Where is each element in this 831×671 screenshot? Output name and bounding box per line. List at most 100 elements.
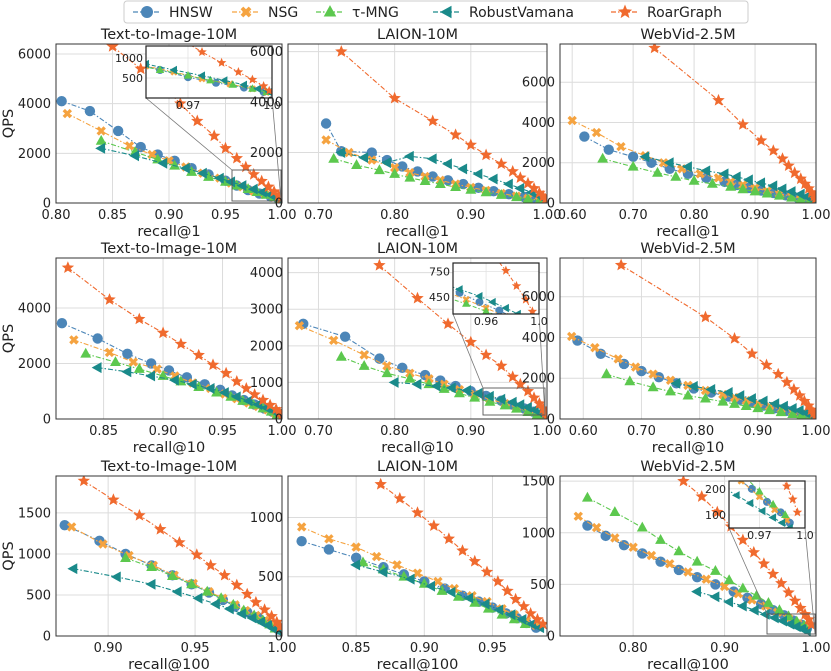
data-point	[748, 604, 759, 616]
data-point	[614, 258, 628, 271]
data-point	[335, 350, 347, 361]
series-roargraph	[61, 261, 282, 419]
data-point	[590, 343, 600, 353]
series-roargraph	[335, 45, 547, 203]
inset-data-point	[258, 208, 265, 215]
y-tick-label: 4000	[250, 96, 283, 111]
inset-data-point	[672, 430, 679, 437]
inset-data-point	[330, 250, 338, 258]
data-point	[358, 152, 369, 164]
data-point	[67, 522, 77, 532]
data-point	[404, 372, 416, 383]
data-point	[511, 402, 522, 413]
data-point	[246, 612, 257, 624]
data-point	[673, 564, 685, 576]
y-tick-label: 1000	[18, 547, 51, 562]
inset-x-tick-label: 1.0	[263, 99, 281, 112]
data-point	[652, 166, 663, 177]
inset-data-point	[455, 285, 463, 294]
data-point	[723, 574, 735, 585]
x-tick-label: 0.80	[380, 424, 409, 439]
zoom-connector	[452, 313, 484, 389]
y-tick-label: 1000	[522, 526, 555, 541]
inset-data-point	[253, 84, 261, 93]
data-point	[699, 310, 712, 323]
data-point	[737, 183, 749, 194]
subplot-4: 0.85 0.90 0.95 1.00020004000Text-to-Image-1…	[1, 241, 296, 456]
data-point	[173, 536, 186, 548]
data-point	[514, 399, 525, 411]
legend-entry-nsg: NSG	[232, 5, 298, 21]
series-line	[73, 339, 280, 416]
data-point	[134, 62, 147, 75]
data-point	[256, 393, 270, 406]
data-point	[618, 539, 630, 551]
data-point	[502, 178, 513, 190]
axes-frame	[559, 257, 817, 420]
inset-data-point	[297, 225, 304, 232]
data-point	[730, 171, 741, 183]
inset-data-point	[475, 233, 485, 242]
legend-label: HNSW	[169, 5, 213, 21]
data-point	[472, 168, 483, 180]
data-point	[713, 173, 724, 183]
y-tick-label: 0	[547, 413, 555, 428]
data-point	[464, 335, 477, 348]
data-point	[247, 183, 258, 195]
data-point	[373, 164, 385, 175]
data-layer	[567, 258, 816, 419]
data-point	[775, 576, 788, 589]
inset-data-point	[270, 246, 278, 254]
axes-frame	[559, 43, 817, 204]
inset-data-point	[745, 498, 754, 508]
y-tick-label: 0	[547, 197, 555, 212]
inset-data-point	[248, 84, 257, 92]
data-point	[145, 578, 156, 590]
data-point	[665, 559, 675, 569]
subplot-title: Text-to-Image-10M	[100, 459, 237, 475]
data-point	[104, 347, 115, 358]
legend-entry-hnsw: HNSW	[133, 5, 213, 21]
inset-data-point	[309, 250, 317, 258]
inset-data-point	[488, 297, 496, 307]
data-point	[639, 151, 650, 163]
data-point	[472, 387, 483, 399]
data-point	[479, 148, 493, 161]
data-point	[631, 362, 641, 372]
data-point	[124, 141, 135, 151]
legend-label: NSG	[268, 5, 298, 21]
data-point	[795, 193, 806, 203]
x-tick-label: 1.00	[802, 208, 831, 223]
data-point	[469, 391, 481, 402]
data-point	[809, 192, 816, 203]
inset-x-tick-label: 0.97	[176, 99, 201, 112]
data-point	[169, 159, 181, 170]
data-point	[509, 592, 522, 605]
data-point	[461, 384, 471, 396]
zoom-region	[231, 169, 282, 202]
data-point	[506, 396, 517, 408]
inset-data-point	[785, 523, 793, 528]
data-point	[736, 600, 747, 612]
inset-data-point	[747, 484, 756, 493]
data-point	[747, 545, 760, 558]
y-tick-label: 1500	[522, 475, 555, 490]
data-point	[107, 493, 120, 506]
inset-series-mng	[330, 250, 495, 314]
data-point	[426, 114, 439, 127]
x-tick-label: 0.80	[685, 424, 714, 439]
y-axis-label: QPS	[1, 324, 17, 353]
series-mng	[335, 350, 547, 419]
data-point	[787, 382, 801, 395]
data-point	[433, 576, 443, 587]
y-tick-label: 2000	[18, 357, 51, 372]
inset-data-point	[603, 425, 611, 433]
data-point	[737, 582, 749, 593]
data-point	[206, 358, 220, 371]
data-point	[777, 615, 787, 627]
x-axis-label: recall@1	[656, 224, 719, 240]
inset-data-point	[501, 265, 511, 275]
data-point	[397, 161, 408, 172]
x-tick-label: 0.90	[94, 641, 123, 656]
